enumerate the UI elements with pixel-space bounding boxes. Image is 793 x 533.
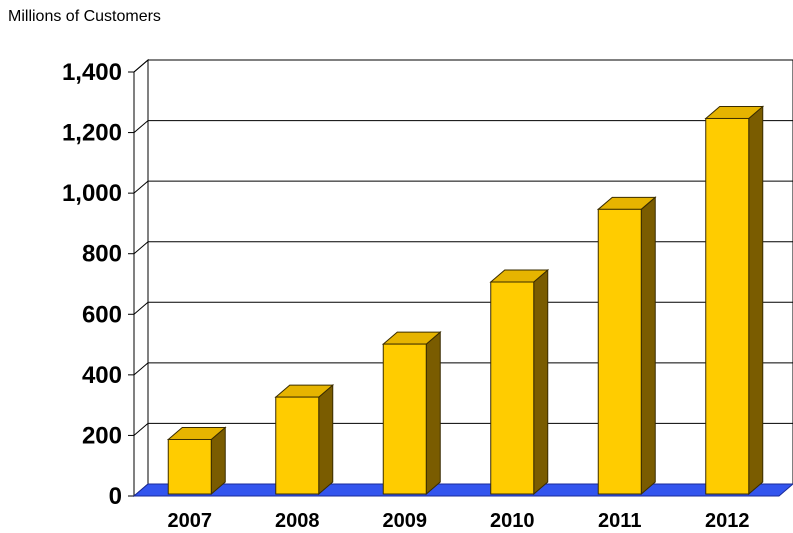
floor-plane — [132, 483, 793, 497]
bar-side — [318, 383, 334, 496]
y-tick-label: 800 — [82, 241, 122, 268]
gridline-depth — [133, 301, 149, 315]
bar-2010 — [489, 268, 550, 496]
bar-2007 — [166, 426, 227, 496]
bar-side — [640, 196, 656, 496]
gridline-depth — [133, 423, 149, 436]
y-tick-label: 600 — [82, 301, 122, 328]
gridline-depth — [133, 180, 149, 194]
bar-2008 — [274, 383, 335, 496]
bar-side — [425, 330, 441, 496]
plot-side-wall — [133, 58, 149, 498]
y-tick-label: 1,400 — [62, 59, 122, 86]
bar-2009 — [381, 330, 442, 496]
y-axis-title: Millions of Customers — [8, 8, 161, 25]
bar — [705, 117, 750, 495]
y-tick-label: 0 — [109, 483, 122, 510]
bar — [167, 438, 212, 495]
bar — [597, 208, 642, 495]
bar-2011 — [596, 196, 657, 496]
y-tick-label: 400 — [82, 362, 122, 389]
y-tick-label: 1,200 — [62, 120, 122, 147]
x-tick-label: 2011 — [598, 510, 641, 532]
plot-back-wall — [147, 59, 793, 485]
x-tick-label: 2009 — [383, 510, 428, 532]
bar-layer — [166, 105, 765, 496]
y-tick-label: 200 — [82, 422, 122, 449]
gridline-depth — [133, 362, 149, 376]
x-tick-label: 2008 — [275, 510, 320, 532]
x-tick-labels: 2007 2008 2009 2010 2011 2012 — [168, 510, 750, 532]
bar-side — [533, 268, 549, 496]
x-tick-label: 2010 — [490, 510, 535, 532]
bar-side — [748, 105, 764, 496]
bar — [382, 343, 427, 495]
chart-floor — [132, 483, 793, 497]
grid-layer — [133, 59, 793, 436]
y-tick-labels: 0 200 400 600 800 1,000 1,200 1,400 — [62, 59, 122, 510]
y-tick-label: 1,000 — [62, 180, 122, 207]
bar — [275, 396, 320, 495]
axis-layer — [128, 58, 793, 498]
gridline-depth — [133, 241, 149, 255]
bar — [490, 281, 535, 495]
bar-2012 — [704, 105, 765, 496]
x-tick-label: 2012 — [705, 510, 750, 532]
x-tick-label: 2007 — [168, 510, 213, 532]
gridline-depth — [133, 120, 149, 133]
